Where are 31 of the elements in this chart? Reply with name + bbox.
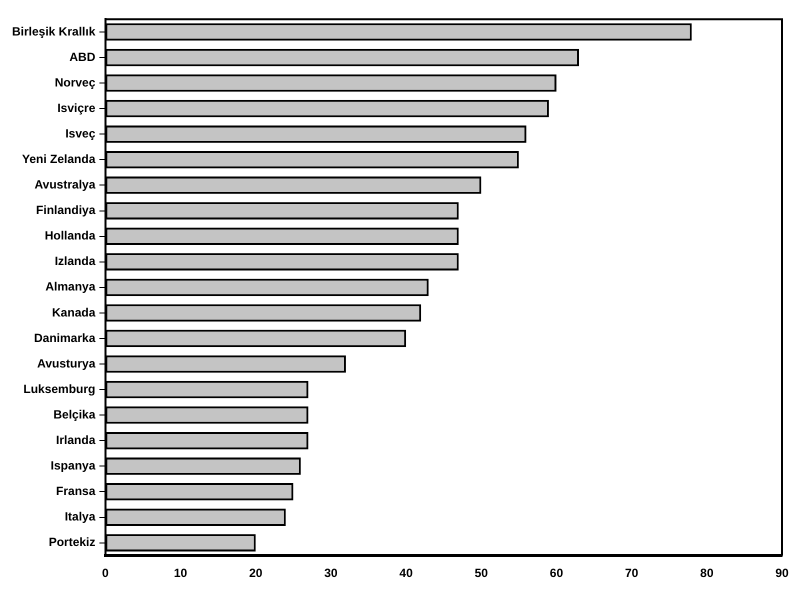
x-tick-label: 80 [700, 566, 714, 580]
y-tick-label: ABD [69, 50, 96, 64]
x-tick-label: 70 [624, 566, 639, 580]
y-tick-label: Portekiz [48, 535, 96, 550]
y-tick-label: Norveç [54, 75, 96, 90]
y-tick-label: Avusturya [37, 356, 96, 370]
y-tick-label: Ispanya [50, 458, 96, 473]
x-tick-label: 10 [174, 566, 188, 580]
y-tick-label: Finlandiya [36, 203, 96, 218]
y-tick-label: Almanya [45, 280, 96, 294]
x-tick-label: 40 [399, 566, 414, 580]
y-tick-label: Avustralya [34, 178, 96, 192]
y-tick-label: Belçika [53, 407, 96, 422]
y-tick-label: Irlanda [56, 432, 96, 447]
y-tick-label: Danimarka [34, 330, 96, 345]
y-tick-label: Birleşik Krallık [12, 24, 96, 38]
x-tick-label: 20 [249, 566, 263, 580]
y-tick-label: Izlanda [54, 254, 96, 268]
y-tick-label: Luksemburg [23, 382, 96, 396]
y-tick-label: Hollanda [44, 228, 96, 243]
x-tick-label: 90 [775, 566, 789, 580]
y-tick-label: Kanada [52, 305, 96, 320]
x-tick-label: 0 [102, 566, 110, 580]
y-tick-label: Isveç [65, 126, 96, 140]
y-tick-label: Isviçre [57, 100, 96, 115]
x-tick-label: 60 [550, 566, 564, 580]
y-tick-label: Yeni Zelanda [22, 152, 96, 166]
x-tick-label: 30 [324, 566, 338, 580]
y-tick-label: Fransa [56, 484, 96, 498]
y-tick-label: Italya [64, 510, 96, 524]
x-tick-label: 50 [474, 566, 488, 580]
